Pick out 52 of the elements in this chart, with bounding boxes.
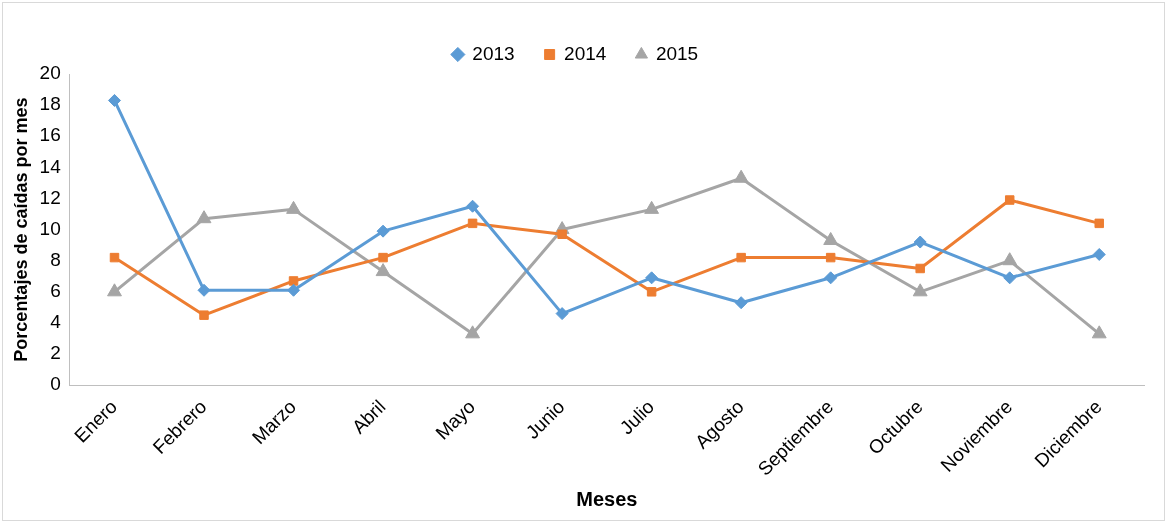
point bbox=[734, 296, 748, 310]
y-tick-label: 8 bbox=[50, 248, 61, 270]
point bbox=[107, 283, 122, 297]
point bbox=[375, 263, 391, 277]
point bbox=[915, 263, 925, 274]
point bbox=[823, 231, 839, 245]
x-axis-title: Meses bbox=[576, 487, 638, 510]
y-tick-label: 20 bbox=[39, 62, 61, 84]
legend-label: 2014 bbox=[564, 42, 607, 64]
point bbox=[196, 210, 212, 224]
point bbox=[1091, 325, 1107, 339]
point bbox=[736, 252, 746, 263]
y-tick-label: 18 bbox=[39, 93, 61, 115]
point bbox=[1003, 271, 1017, 285]
point bbox=[557, 229, 567, 239]
point bbox=[197, 283, 211, 297]
legend-label: 2015 bbox=[655, 42, 699, 64]
point bbox=[555, 307, 569, 321]
point bbox=[645, 271, 659, 285]
point bbox=[378, 252, 388, 263]
point bbox=[824, 271, 838, 285]
point bbox=[286, 200, 301, 214]
point bbox=[376, 224, 390, 238]
point bbox=[109, 252, 120, 263]
point bbox=[825, 252, 836, 263]
point bbox=[467, 218, 478, 229]
y-tick-label: 6 bbox=[50, 280, 61, 302]
point bbox=[1094, 218, 1104, 229]
point bbox=[199, 310, 209, 320]
y-tick-label: 2 bbox=[50, 342, 61, 364]
point bbox=[644, 200, 660, 214]
y-tick-label: 0 bbox=[50, 373, 61, 395]
point bbox=[912, 283, 928, 297]
point bbox=[1002, 252, 1018, 266]
point bbox=[287, 283, 301, 297]
y-tick-label: 16 bbox=[39, 124, 61, 146]
point bbox=[1092, 247, 1106, 261]
y-tick-label: 14 bbox=[39, 155, 62, 177]
y-tick-label: 10 bbox=[39, 217, 61, 239]
point bbox=[466, 199, 480, 213]
point bbox=[288, 276, 299, 286]
point bbox=[733, 169, 749, 183]
point bbox=[1004, 195, 1015, 205]
point bbox=[913, 235, 927, 249]
point bbox=[108, 93, 121, 107]
y-tick-label: 4 bbox=[50, 311, 62, 333]
point bbox=[465, 325, 481, 339]
point bbox=[646, 287, 657, 297]
y-tick-label: 12 bbox=[39, 186, 61, 208]
y-axis-title: Porcentajes de caídas por mes bbox=[10, 97, 31, 362]
x-tick-label: Julio bbox=[615, 395, 659, 439]
legend-label: 2013 bbox=[472, 42, 515, 64]
